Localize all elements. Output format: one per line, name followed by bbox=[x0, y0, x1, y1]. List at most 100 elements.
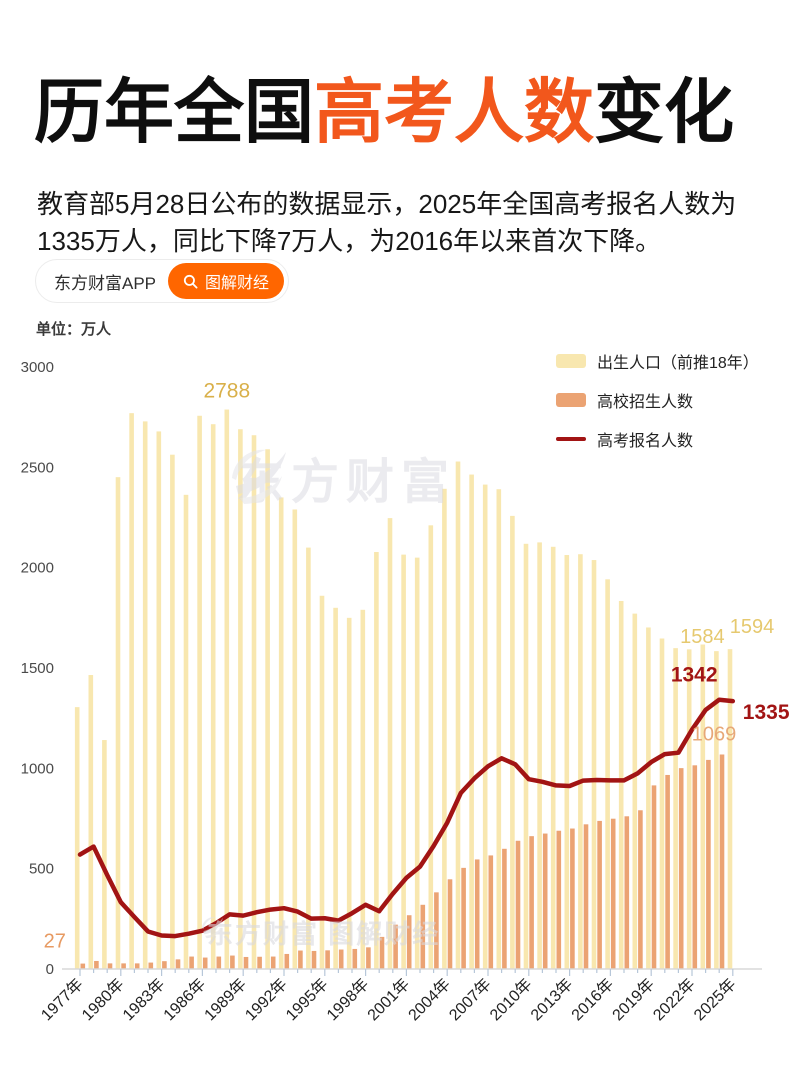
admission-bar bbox=[719, 754, 725, 969]
admission-bar bbox=[352, 948, 358, 969]
annotation-27: 27 bbox=[44, 931, 66, 953]
birth-bar bbox=[686, 649, 692, 969]
birth-bar bbox=[714, 651, 719, 969]
admission-bar bbox=[162, 961, 167, 969]
admission-bar bbox=[270, 956, 276, 969]
admission-bar bbox=[230, 955, 235, 969]
brand-badge[interactable]: 东方财富APP 图解财经 bbox=[35, 259, 290, 303]
admission-bar bbox=[175, 959, 181, 969]
birth-bar bbox=[156, 431, 162, 969]
admission-bar bbox=[542, 833, 548, 969]
x-tick-label: 2025年 bbox=[690, 975, 739, 1024]
admission-bar bbox=[651, 785, 657, 969]
admission-bar bbox=[80, 963, 86, 969]
chart-svg: 0500100015002000250030001977年1980年1983年1… bbox=[21, 359, 790, 1024]
birth-bar bbox=[142, 421, 148, 969]
admission-bar bbox=[624, 816, 630, 969]
admission-bar bbox=[393, 924, 398, 969]
legend-swatch bbox=[556, 393, 586, 407]
birth-bar bbox=[292, 509, 298, 969]
birth-bar bbox=[360, 609, 366, 969]
birth-bar bbox=[591, 560, 597, 969]
birth-bar bbox=[319, 595, 325, 969]
birth-bar bbox=[564, 555, 570, 969]
x-tick-label: 1995年 bbox=[282, 975, 331, 1024]
birth-bar bbox=[578, 554, 583, 969]
topic-tag-button[interactable]: 图解财经 bbox=[168, 263, 285, 299]
legend-item-1: 高校招生人数 bbox=[556, 389, 759, 411]
admission-bar bbox=[610, 818, 616, 969]
admission-bar bbox=[678, 768, 684, 969]
legend-item-2: 高考报名人数 bbox=[556, 428, 759, 450]
x-tick-label: 1986年 bbox=[160, 975, 209, 1024]
birth-bar bbox=[659, 638, 665, 969]
birth-bar bbox=[115, 477, 121, 969]
birth-bar bbox=[632, 613, 638, 969]
admission-bar bbox=[638, 810, 643, 969]
y-tick-label: 2000 bbox=[21, 560, 54, 577]
x-tick-label: 2013年 bbox=[527, 975, 576, 1024]
y-tick-label: 500 bbox=[29, 861, 54, 878]
admission-bar bbox=[257, 956, 262, 969]
birth-bar bbox=[278, 497, 284, 969]
admission-bar bbox=[325, 950, 330, 969]
birth-bar bbox=[727, 649, 733, 969]
birth-bar bbox=[346, 617, 352, 969]
birth-bar bbox=[469, 474, 474, 969]
x-tick-label: 2019年 bbox=[609, 975, 658, 1024]
topic-tag-label: 图解财经 bbox=[205, 275, 270, 292]
birth-bar bbox=[306, 547, 311, 969]
admission-bar bbox=[94, 960, 99, 969]
birth-bar bbox=[428, 525, 434, 969]
title-suffix: 变化 bbox=[594, 72, 734, 151]
y-tick-label: 1000 bbox=[21, 760, 54, 777]
admission-bar bbox=[311, 950, 317, 969]
admission-bar bbox=[692, 765, 698, 969]
birth-bar bbox=[170, 454, 175, 969]
admission-bar bbox=[502, 848, 507, 969]
annotation-1069: 1069 bbox=[692, 723, 737, 745]
legend-label: 出生人口（前推18年） bbox=[597, 355, 759, 372]
intro-text: 教育部5月28日公布的数据显示，2025年全国高考报名人数为1335万人，同比下… bbox=[37, 189, 737, 257]
title-highlight: 高考人数 bbox=[314, 72, 594, 151]
birth-bar bbox=[646, 627, 651, 969]
admission-bar bbox=[202, 957, 208, 969]
y-tick-label: 2500 bbox=[21, 459, 54, 476]
birth-bar bbox=[387, 518, 393, 969]
birth-bar bbox=[129, 413, 134, 969]
birth-bar bbox=[550, 546, 556, 969]
admission-bar bbox=[189, 956, 194, 969]
admission-bar bbox=[665, 774, 670, 969]
birth-bar bbox=[333, 607, 338, 969]
x-tick-label: 1989年 bbox=[201, 975, 250, 1024]
admission-bar bbox=[216, 956, 222, 969]
birth-bar bbox=[482, 484, 488, 969]
birth-bar bbox=[414, 557, 420, 969]
annotation-1584: 1584 bbox=[680, 626, 725, 648]
y-tick-label: 1500 bbox=[21, 660, 54, 677]
admission-bar bbox=[556, 830, 562, 969]
birth-bar bbox=[605, 579, 610, 969]
birth-bar bbox=[455, 461, 461, 969]
annotation-1335: 1335 bbox=[743, 701, 790, 724]
admission-bar bbox=[298, 950, 303, 969]
birth-bar bbox=[197, 415, 202, 970]
axis-unit-label: 单位：万人 bbox=[36, 321, 112, 338]
admission-bar bbox=[447, 879, 453, 969]
birth-bar bbox=[251, 435, 257, 969]
y-tick-label: 0 bbox=[46, 961, 54, 978]
birth-bar bbox=[224, 409, 230, 969]
x-tick-label: 1977年 bbox=[38, 975, 87, 1024]
x-tick-label: 2004年 bbox=[405, 975, 454, 1024]
admission-bar bbox=[597, 820, 602, 969]
admission-bar bbox=[379, 936, 385, 969]
gaokao-chart: 0 500 1000 1500 2000 2500 3000 1977年 1980年 1983年 1… bbox=[0, 342, 800, 1067]
birth-bar bbox=[537, 542, 542, 969]
x-tick-label: 1998年 bbox=[323, 975, 372, 1024]
legend-item-0: 出生人口（前推18年） bbox=[556, 350, 759, 372]
x-tick-label: 1992年 bbox=[242, 975, 291, 1024]
annotation-2788: 2788 bbox=[203, 380, 250, 403]
admission-bar bbox=[107, 963, 113, 969]
admission-bar bbox=[461, 867, 466, 969]
admission-bar bbox=[284, 953, 290, 969]
